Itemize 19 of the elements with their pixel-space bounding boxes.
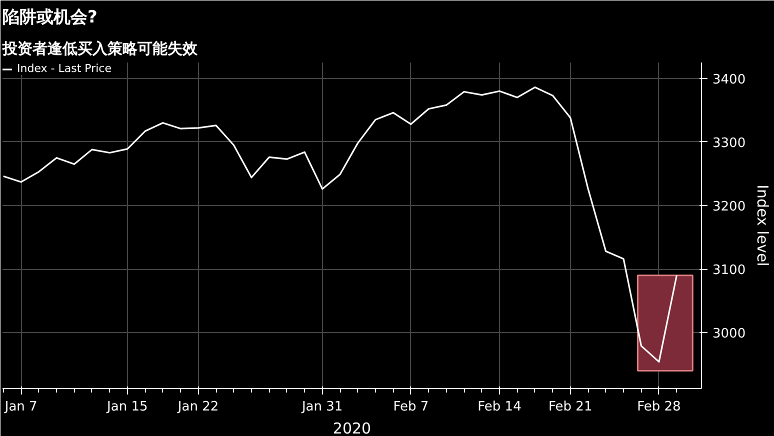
y-tick-label: 3400 — [712, 72, 746, 88]
x-axis-title: 2020 — [332, 420, 372, 436]
x-tick-label: Jan 31 — [300, 400, 343, 414]
x-tick-label: Feb 7 — [393, 400, 429, 414]
x-tick-label: Feb 21 — [548, 400, 592, 414]
chart-subtitle: 投资者逢低买入策略可能失效 — [2, 40, 198, 58]
y-tick-label: 3300 — [712, 136, 746, 151]
y-tick-label: 3200 — [712, 199, 746, 214]
x-tick-label: Jan 7 — [4, 400, 38, 414]
legend-label: Index - Last Price — [17, 62, 112, 75]
x-tick-label: Feb 28 — [637, 400, 681, 414]
x-tick-label: Feb 14 — [478, 400, 522, 414]
y-axis-title: Index level — [754, 184, 772, 266]
x-tick-label: Jan 22 — [176, 400, 219, 414]
y-tick-label: 3100 — [712, 263, 746, 278]
chart-title: 陷阱或机会? — [2, 8, 98, 28]
x-tick-label: Jan 15 — [106, 400, 148, 414]
y-tick-label: 3000 — [712, 326, 746, 342]
line-series — [2, 86, 678, 363]
